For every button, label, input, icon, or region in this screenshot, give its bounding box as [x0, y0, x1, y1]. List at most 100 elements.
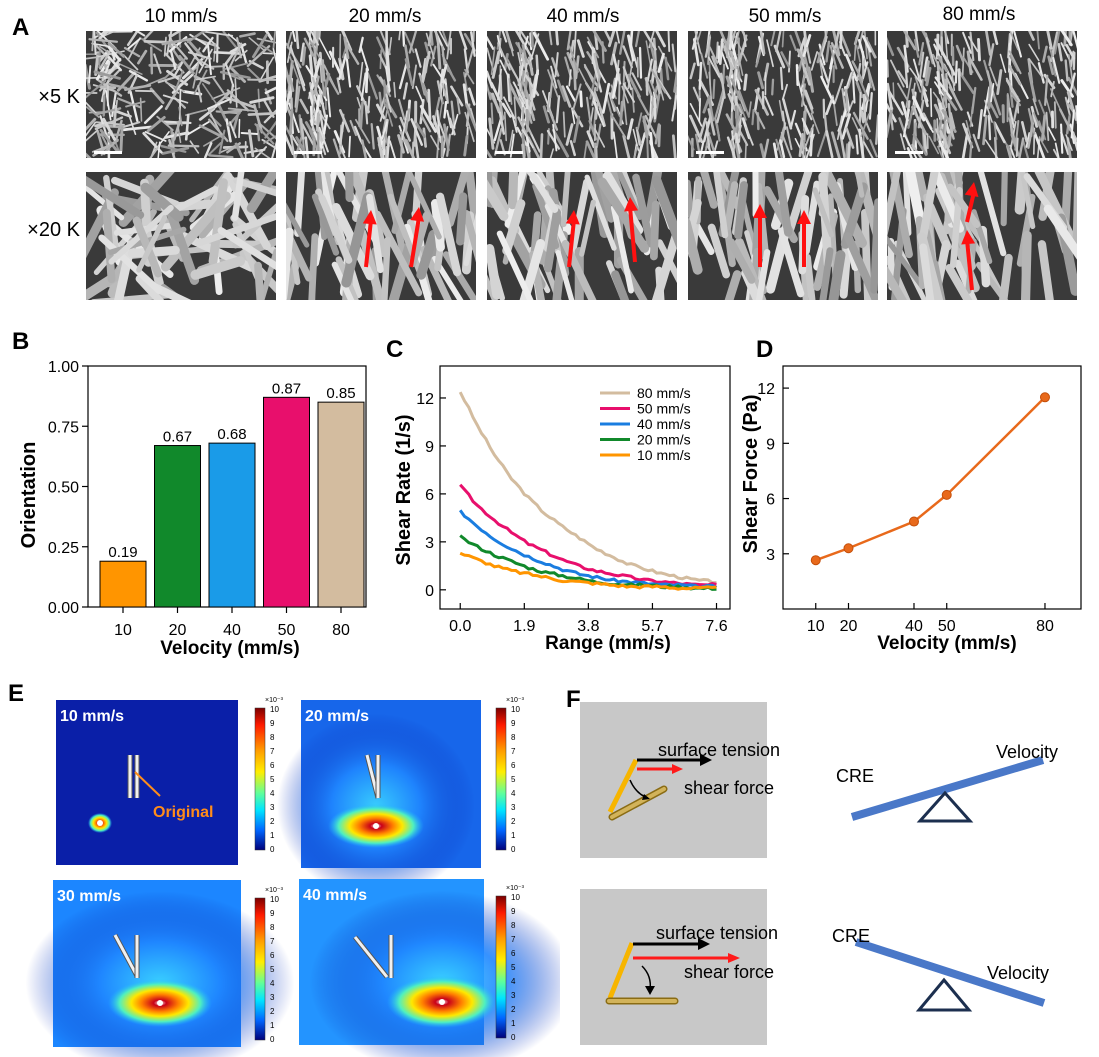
sem-rod	[232, 221, 261, 281]
chart-b-value-label: 0.19	[108, 544, 137, 561]
sem-rod	[845, 127, 855, 149]
sem-rod	[251, 33, 268, 59]
sem-image-20k-1	[286, 172, 476, 300]
sem-rod	[626, 118, 634, 140]
sem-rod	[174, 185, 219, 213]
sem-rod	[724, 270, 742, 300]
colorbar	[254, 897, 266, 1041]
sem-rod	[906, 146, 913, 158]
sem-rod	[404, 31, 415, 54]
sem-rod	[781, 83, 788, 101]
sem-rod	[182, 90, 203, 96]
sem-rod	[627, 73, 641, 99]
sem-rod	[86, 101, 98, 116]
sem-rod	[583, 63, 595, 85]
sem-rod	[762, 138, 770, 158]
sem-rod	[830, 131, 841, 158]
sem-rod	[1061, 172, 1073, 232]
sem-rod	[948, 86, 963, 111]
sem-rod	[555, 31, 559, 46]
sem-rod	[779, 139, 786, 158]
colorbar-tick: 9	[511, 719, 516, 728]
sem-rod	[499, 59, 510, 78]
sem-rod	[899, 133, 906, 151]
sem-rod	[114, 99, 118, 116]
sem-rod	[862, 93, 867, 121]
sem-rod	[1009, 118, 1014, 136]
sem-rod	[568, 69, 572, 87]
sem-rod	[436, 109, 441, 138]
sem-rod	[759, 31, 766, 55]
sem-rod	[289, 134, 296, 158]
sem-rod	[996, 69, 1003, 96]
sem-rod	[794, 31, 804, 51]
sem-rod	[657, 52, 665, 73]
colorbar-tick: 7	[511, 747, 516, 756]
sem-rod	[714, 89, 725, 120]
sem-rod	[86, 55, 102, 60]
sem-rod	[239, 32, 256, 38]
sem-rod	[322, 114, 328, 135]
sem-rod	[708, 71, 713, 101]
sem-rod	[868, 92, 873, 120]
sem-rod	[836, 115, 843, 140]
chart-c-series-line	[458, 509, 718, 590]
sem-rod	[755, 49, 762, 68]
sem-rod	[987, 99, 999, 119]
sem-rod	[272, 31, 276, 50]
sem-rod	[707, 108, 716, 136]
sem-rod	[450, 85, 464, 107]
sem-rod	[615, 31, 621, 44]
colorbar-tick: 6	[270, 951, 275, 960]
sem-rod	[671, 134, 677, 158]
sem-rod	[114, 240, 136, 300]
sem-rod	[818, 57, 830, 84]
sem-rod	[860, 113, 870, 137]
sem-rod	[1052, 56, 1061, 84]
sem-rod	[364, 100, 369, 125]
sem-rod	[1065, 43, 1076, 60]
sem-rod	[919, 243, 935, 300]
chart-c-series-line	[458, 391, 717, 585]
sem-rod	[86, 129, 99, 142]
sem-rod	[622, 82, 636, 103]
sem-rod	[187, 51, 212, 60]
sem-rod	[189, 33, 207, 46]
sem-rod	[858, 128, 865, 158]
sem-rod	[1060, 31, 1073, 47]
chart-b-value-label: 0.68	[217, 426, 246, 443]
colorbar-tick: 1	[511, 831, 516, 840]
sem-rod	[610, 41, 618, 66]
sem-rod	[144, 131, 167, 142]
colorbar	[495, 707, 507, 851]
sem-rod	[824, 31, 828, 43]
sem-rod	[816, 129, 828, 158]
sem-rod	[410, 118, 424, 146]
panel-label-c: C	[386, 336, 404, 363]
sem-rod	[246, 172, 276, 214]
sem-rod	[638, 46, 643, 79]
sem-rod	[862, 141, 874, 158]
sem-rod	[96, 59, 110, 81]
sem-rod	[812, 187, 835, 238]
sem-rod	[621, 81, 627, 112]
sem-rod	[984, 99, 993, 123]
sem-rod	[88, 65, 92, 84]
sem-rod	[957, 68, 975, 95]
sem-rod	[933, 81, 945, 97]
sem-rod	[192, 59, 201, 89]
sem-rod	[967, 55, 983, 81]
sem-rod	[887, 36, 895, 57]
sem-rod	[834, 31, 840, 49]
sem-rod	[527, 136, 541, 158]
colorbar-tick: 8	[270, 733, 275, 742]
sem-rod	[139, 36, 163, 52]
sem-rod	[253, 103, 264, 134]
sem-rod	[505, 31, 514, 57]
orientation-arrowhead	[362, 210, 377, 225]
sem-rod	[146, 115, 166, 133]
chart-b-xlabel: Velocity (mm/s)	[160, 638, 299, 659]
sem-rod	[288, 55, 301, 85]
sem-rod	[295, 85, 301, 113]
label-shear-force-bottom: shear force	[684, 962, 774, 982]
